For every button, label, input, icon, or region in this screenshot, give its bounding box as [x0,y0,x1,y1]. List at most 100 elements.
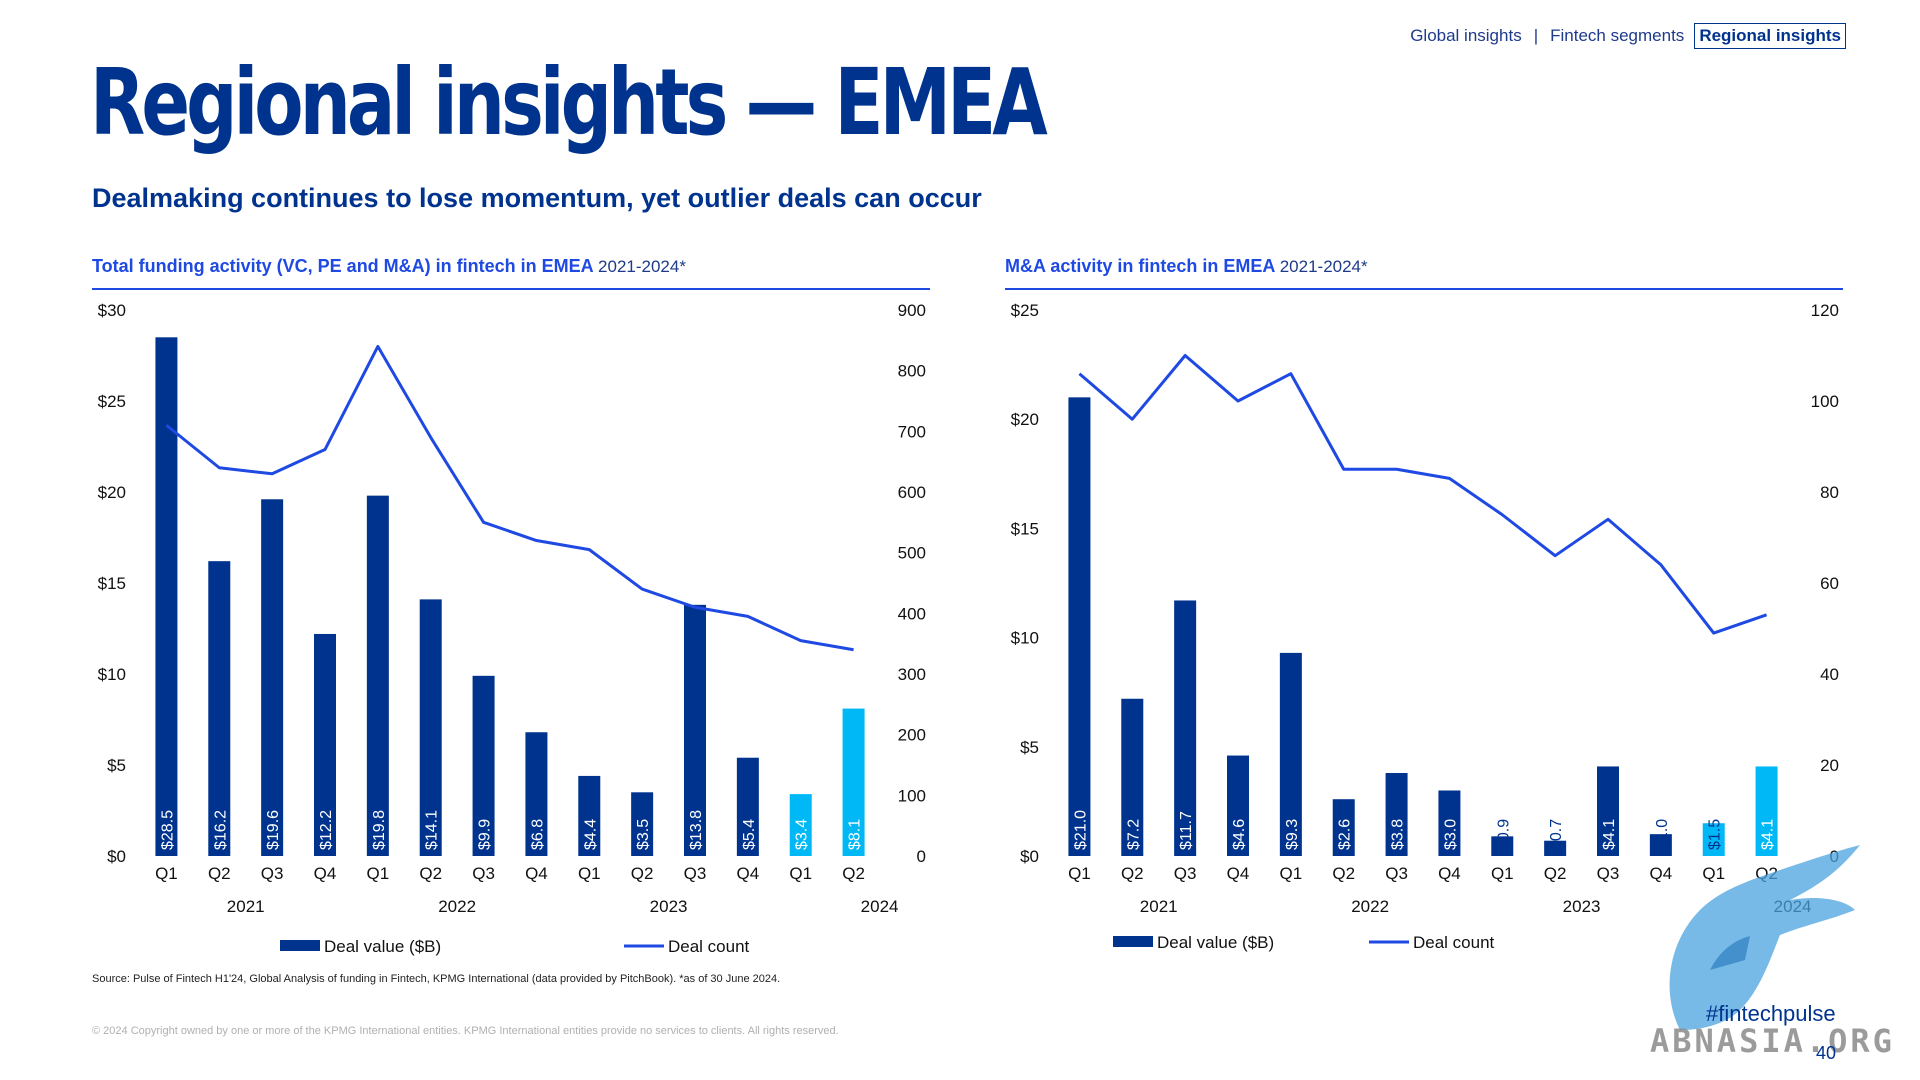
chart-1-title: Total funding activity (VC, PE and M&A) … [92,256,594,276]
bar-value-label: $4.1 [1760,819,1777,850]
bar-value-label: $11.7 [1178,811,1195,850]
y-left-tick-label: $25 [98,392,126,411]
bar [842,708,865,856]
y-right-tick-label: 400 [898,604,926,623]
bar [1227,755,1249,856]
year-label: 2022 [438,897,476,916]
bar [472,675,495,856]
bar-value-label: $14.1 [424,810,441,850]
y-right-tick-label: 300 [898,665,926,684]
bar [631,792,654,856]
nav-regional-insights[interactable]: Regional insights [1694,23,1846,49]
legend-bar-swatch [280,940,320,951]
bar-value-label: $9.9 [477,819,494,850]
x-tick-label: Q2 [419,864,442,883]
bar [684,604,706,856]
x-tick-label: Q3 [1597,864,1620,883]
bar [1121,698,1144,856]
bar [1332,799,1355,856]
y-right-tick-label: 200 [898,726,926,745]
y-left-tick-label: $10 [98,665,126,684]
bar-value-label: $13.8 [688,810,705,850]
y-right-tick-label: 60 [1820,574,1839,593]
bar [1702,823,1725,856]
bar-value-label: $3.4 [794,819,811,850]
deal-count-line [165,344,854,652]
year-label: 2021 [227,897,265,916]
y-right-tick-label: 600 [898,483,926,502]
legend-bar-swatch [1113,936,1153,947]
page-subtitle: Dealmaking continues to lose momentum, y… [92,183,982,213]
x-tick-label: Q4 [314,864,337,883]
copyright-note: © 2024 Copyright owned by one or more of… [92,1025,839,1037]
bar [208,561,231,856]
bar-value-label: $4.1 [1601,819,1618,850]
bar-value-label: $1.5 [1707,819,1724,850]
bar [314,633,336,856]
x-tick-label: Q1 [1491,864,1514,883]
bar-value-label: $4.4 [582,819,599,850]
x-tick-label: Q1 [1702,864,1725,883]
y-left-tick-label: $15 [98,574,126,593]
x-tick-label: Q4 [737,864,760,883]
year-label: 2023 [650,897,688,916]
bar [366,495,389,856]
legend-deal-count: Deal count [668,937,750,956]
x-tick-label: Q3 [261,864,284,883]
x-tick-label: Q1 [789,864,812,883]
bar-value-label: $3.8 [1390,819,1407,850]
bar [1279,652,1302,856]
x-tick-label: Q4 [525,864,548,883]
section-nav: Global insights | Fintech segments Regio… [1406,23,1846,49]
bar [1649,834,1672,856]
bar [1544,840,1567,856]
bar-value-label: $3.0 [1442,819,1459,850]
bar [1385,773,1408,856]
x-tick-label: Q1 [1280,864,1303,883]
bar-value-label: $28.5 [159,810,176,850]
bar [578,775,601,856]
x-tick-label: Q1 [578,864,601,883]
ma-activity-chart: $0$5$10$15$20$25020406080100120$21.0$7.2… [1011,301,1839,952]
year-label: 2024 [861,897,899,916]
chart-2-rule [1005,288,1843,290]
bar [1068,397,1091,856]
bar-value-label: $8.1 [847,819,864,850]
bar [789,794,812,856]
chart-1-heading: Total funding activity (VC, PE and M&A) … [92,256,686,277]
page-title: Regional insights — EMEA [90,49,1048,156]
year-label: 2021 [1140,897,1178,916]
y-right-tick-label: 500 [898,544,926,563]
bar [155,337,178,856]
y-left-tick-label: $15 [1011,519,1039,538]
y-left-tick-label: $20 [1011,410,1039,429]
y-left-tick-label: $20 [98,483,126,502]
chart-2-heading: M&A activity in fintech in EMEA 2021-202… [1005,256,1368,277]
nav-separator: | [1533,26,1539,45]
x-tick-label: Q4 [1650,864,1673,883]
x-tick-label: Q1 [1068,864,1091,883]
bar-value-label: $21.0 [1072,810,1089,850]
x-tick-label: Q3 [1385,864,1408,883]
year-label: 2023 [1563,897,1601,916]
nav-global-insights[interactable]: Global insights [1410,26,1522,45]
bar-value-label: $12.2 [318,810,335,850]
y-right-tick-label: 900 [898,301,926,320]
watermark-text: ABNASIA.ORG [1650,1022,1895,1060]
source-note: Source: Pulse of Fintech H1'24, Global A… [92,973,781,985]
x-tick-label: Q2 [842,864,865,883]
x-tick-label: Q2 [1332,864,1355,883]
y-right-tick-label: 100 [1811,392,1839,411]
hashtag: #fintechpulse [1706,1001,1836,1026]
x-tick-label: Q2 [1544,864,1567,883]
bar [736,757,759,856]
bar-value-label: $0.9 [1495,819,1512,850]
nav-fintech-segments[interactable]: Fintech segments [1550,26,1685,45]
page-number: 40 [1816,1043,1837,1063]
griffin-watermark-icon [1669,845,1860,1030]
y-right-tick-label: 80 [1820,483,1839,502]
bar [1438,790,1461,856]
y-left-tick-label: $0 [1020,847,1039,866]
bar [1491,836,1514,856]
y-right-tick-label: 0 [917,847,926,866]
